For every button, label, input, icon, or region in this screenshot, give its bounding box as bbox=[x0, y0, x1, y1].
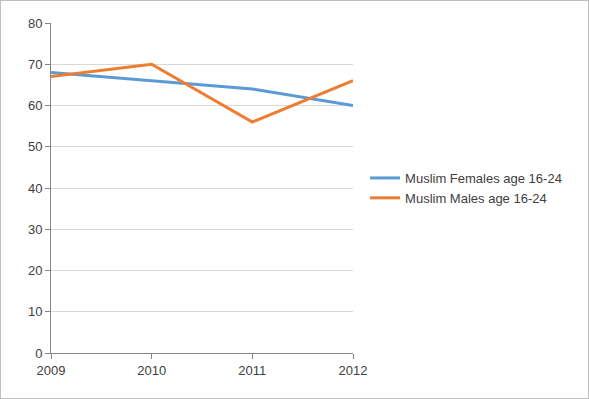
svg-text:10: 10 bbox=[28, 304, 42, 319]
svg-text:30: 30 bbox=[28, 222, 42, 237]
svg-text:60: 60 bbox=[28, 98, 42, 113]
svg-text:2009: 2009 bbox=[37, 363, 66, 378]
svg-text:Muslim Males age 16-24: Muslim Males age 16-24 bbox=[405, 191, 547, 206]
svg-text:70: 70 bbox=[28, 57, 42, 72]
svg-text:80: 80 bbox=[28, 16, 42, 31]
svg-text:2011: 2011 bbox=[238, 363, 266, 378]
svg-text:Muslim Females age 16-24: Muslim Females age 16-24 bbox=[405, 171, 562, 186]
svg-text:20: 20 bbox=[28, 263, 42, 278]
svg-text:0: 0 bbox=[35, 346, 42, 361]
svg-text:50: 50 bbox=[28, 139, 42, 154]
svg-text:2010: 2010 bbox=[137, 363, 166, 378]
svg-text:40: 40 bbox=[28, 181, 42, 196]
svg-text:2012: 2012 bbox=[339, 363, 368, 378]
